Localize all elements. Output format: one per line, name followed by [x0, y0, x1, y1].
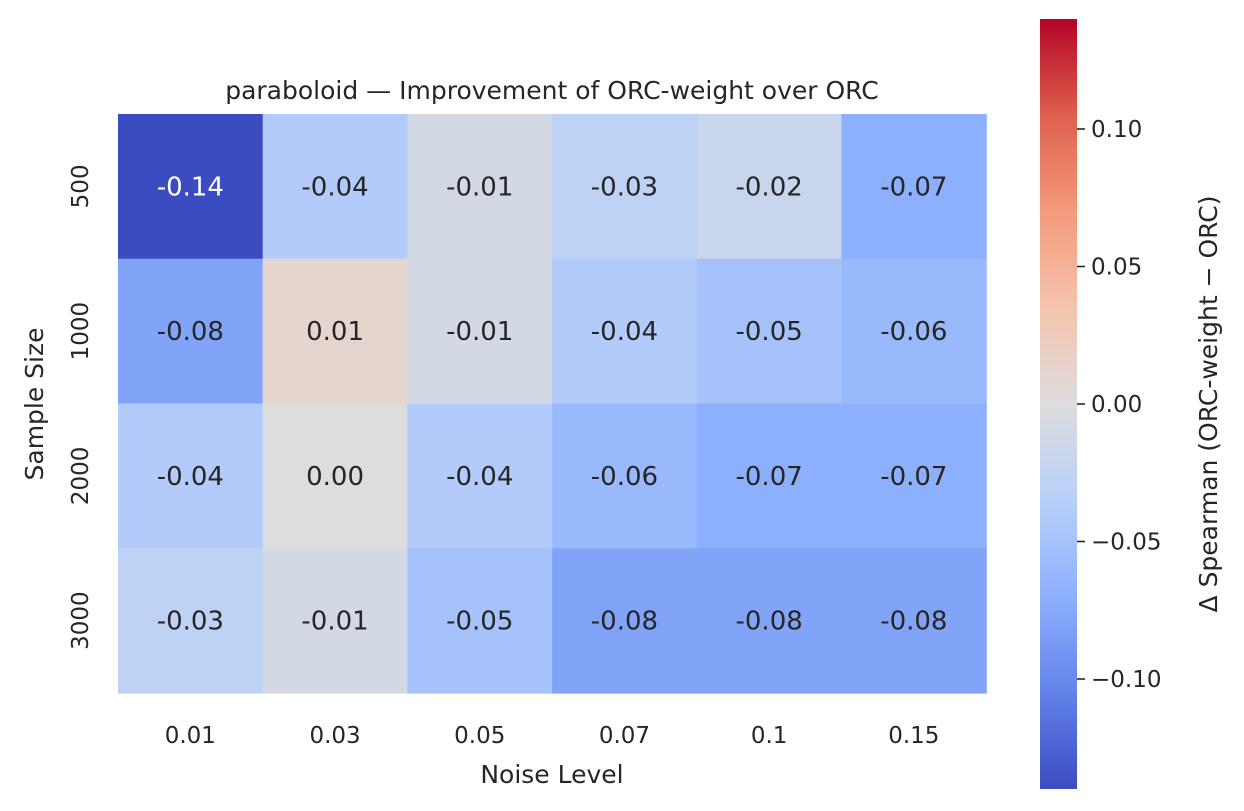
- cell-value-label: -0.08: [880, 607, 947, 637]
- y-axis-label: Sample Size: [20, 327, 49, 480]
- cell-value-label: -0.06: [880, 317, 947, 347]
- heatmap-cell: [262, 548, 408, 694]
- heatmap-cell: [262, 114, 408, 260]
- cell-value-label: -0.03: [157, 607, 224, 637]
- heatmap-cell: [552, 258, 698, 405]
- heatmap-cell: [696, 403, 843, 549]
- y-tick-label: 500: [68, 164, 94, 208]
- heatmap-cell: [262, 258, 408, 405]
- cell-value-label: -0.01: [446, 172, 513, 202]
- x-tick-label: 0.05: [454, 723, 505, 749]
- x-axis-label: Noise Level: [480, 760, 623, 789]
- heatmap-cell: [841, 403, 987, 549]
- y-tick-labels: 500 1000 2000 3000: [68, 164, 94, 649]
- heatmap-cells: -0.14 -0.04 -0.01 -0.03 -0.02 -0.07 -0.08 0.01 -…: [118, 114, 987, 694]
- cell-value-label: -0.07: [880, 462, 947, 492]
- colorbar-label: Δ Spearman (ORC-weight − ORC): [1194, 196, 1223, 613]
- heatmap-cell: [407, 258, 553, 405]
- colorbar-tick-label: −0.10: [1091, 667, 1161, 693]
- cell-value-label: -0.08: [591, 607, 658, 637]
- heatmap-cell: [118, 258, 264, 405]
- x-tick-label: 0.01: [165, 723, 216, 749]
- heatmap-cell: [696, 548, 843, 694]
- cell-value-label: -0.08: [157, 317, 224, 347]
- heatmap-cell: [407, 114, 553, 260]
- x-tick-label: 0.15: [888, 723, 939, 749]
- cell-value-label: -0.05: [736, 317, 803, 347]
- cell-value-label: -0.02: [736, 172, 803, 202]
- heatmap-cell: [407, 548, 553, 694]
- x-tick-label: 0.07: [599, 723, 650, 749]
- heatmap-cell: [841, 548, 987, 694]
- y-tick-label: 3000: [68, 591, 94, 650]
- colorbar-tick-label: 0.10: [1091, 117, 1142, 143]
- x-tick-labels: 0.01 0.03 0.05 0.07 0.1 0.15: [165, 723, 940, 749]
- cell-value-label: -0.04: [301, 172, 368, 202]
- cell-value-label: -0.03: [591, 172, 658, 202]
- cell-value-label: -0.01: [301, 607, 368, 637]
- heatmap-cell: [552, 403, 698, 549]
- cell-value-label: -0.06: [591, 462, 658, 492]
- cell-value-label: -0.01: [446, 317, 513, 347]
- cell-value-label: -0.04: [157, 462, 224, 492]
- heatmap-cell: [696, 258, 843, 405]
- colorbar: 0.10 0.05 0.00 −0.05 −0.10: [1040, 19, 1161, 789]
- cell-value-label: 0.01: [306, 317, 364, 347]
- heatmap-cell: [841, 258, 987, 405]
- colorbar-tick-label: −0.05: [1091, 530, 1161, 556]
- colorbar-gradient: [1040, 19, 1077, 789]
- heatmap-cell: [696, 114, 843, 260]
- cell-value-label: -0.07: [880, 172, 947, 202]
- heatmap-cell: [118, 548, 264, 694]
- colorbar-tick-label: 0.00: [1091, 392, 1142, 418]
- y-tick-label: 1000: [68, 302, 94, 361]
- heatmap-cell: [552, 548, 698, 694]
- y-tick-label: 2000: [68, 447, 94, 506]
- cell-value-label: -0.04: [446, 462, 513, 492]
- heatmap-cell: [118, 114, 264, 260]
- chart-title: paraboloid — Improvement of ORC-weight o…: [225, 76, 879, 105]
- heatmap-cell: [118, 403, 264, 549]
- cell-value-label: 0.00: [306, 462, 364, 492]
- cell-value-label: -0.04: [591, 317, 658, 347]
- cell-value-label: -0.14: [157, 172, 224, 202]
- heatmap-cell: [552, 114, 698, 260]
- heatmap-cell: [262, 403, 408, 549]
- heatmap-cell: [841, 114, 987, 260]
- cell-value-label: -0.05: [446, 607, 513, 637]
- x-tick-label: 0.03: [309, 723, 360, 749]
- cell-value-label: -0.07: [736, 462, 803, 492]
- colorbar-tick-label: 0.05: [1091, 255, 1142, 281]
- heatmap-cell: [407, 403, 553, 549]
- cell-value-label: -0.08: [736, 607, 803, 637]
- x-tick-label: 0.1: [751, 723, 788, 749]
